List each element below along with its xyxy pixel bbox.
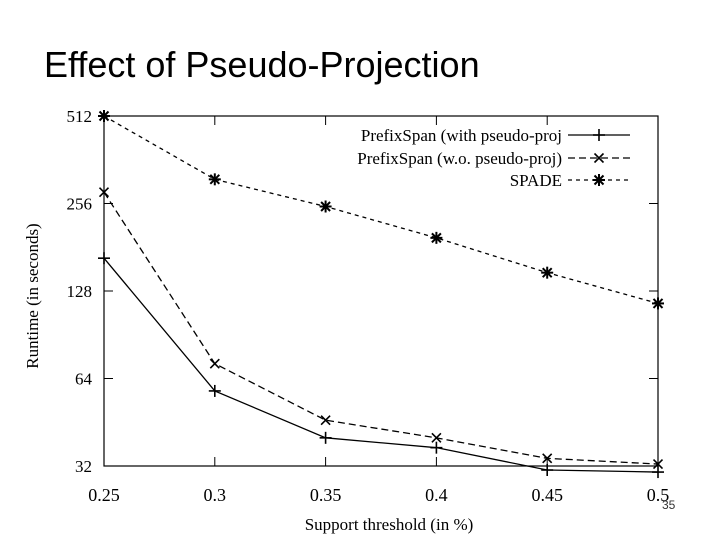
series-2-point [209,358,220,369]
series-1-point [98,252,110,265]
x-axis-label: Support threshold (in %) [305,515,474,534]
series-3-point [319,200,332,213]
x-tick-label: 0.3 [204,485,227,505]
y-tick-label: 256 [67,195,93,214]
series-1-point [430,441,443,454]
x-tick-label: 0.35 [310,485,342,505]
slide-title: Effect of Pseudo-Projection [44,44,480,85]
legend-label-1: PrefixSpan (with pseudo-proj [361,126,562,145]
legend-label-2: PrefixSpan (w.o. pseudo-proj) [357,149,562,168]
series-line-3 [103,115,659,305]
series-1-point [319,431,332,444]
x-tick-label: 0.45 [531,485,563,505]
legend-label-3: SPADE [510,171,562,190]
series-3-point [541,266,554,279]
series-1-point [652,466,664,479]
y-tick-label: 128 [67,282,93,301]
series-3-point [98,110,110,122]
plot-frame [103,115,659,467]
y-tick-label: 64 [75,370,93,389]
series-1-point [541,464,554,477]
series-3-point [208,173,221,186]
series-2-point [98,187,110,198]
series-2-point [431,432,442,443]
series-2-point [320,415,331,426]
series-2-point [652,458,664,470]
series-line-2 [103,191,659,465]
slide-number: 35 [662,498,676,512]
legend-marker-2 [593,152,605,164]
series-3-point [652,297,664,310]
series-2-point [542,453,553,464]
y-tick-label: 512 [67,107,93,126]
x-tick-label: 0.4 [425,485,448,505]
series-1-point [208,384,221,397]
y-tick-label: 32 [75,457,92,476]
series-3-point [430,231,443,244]
series-line-1 [103,257,659,473]
legend-marker-3 [593,174,605,186]
x-tick-label: 0.25 [88,485,120,505]
y-axis-label: Runtime (in seconds) [23,223,42,368]
legend-marker-1 [593,129,605,141]
x-tick-label: 0.5 [647,485,670,505]
